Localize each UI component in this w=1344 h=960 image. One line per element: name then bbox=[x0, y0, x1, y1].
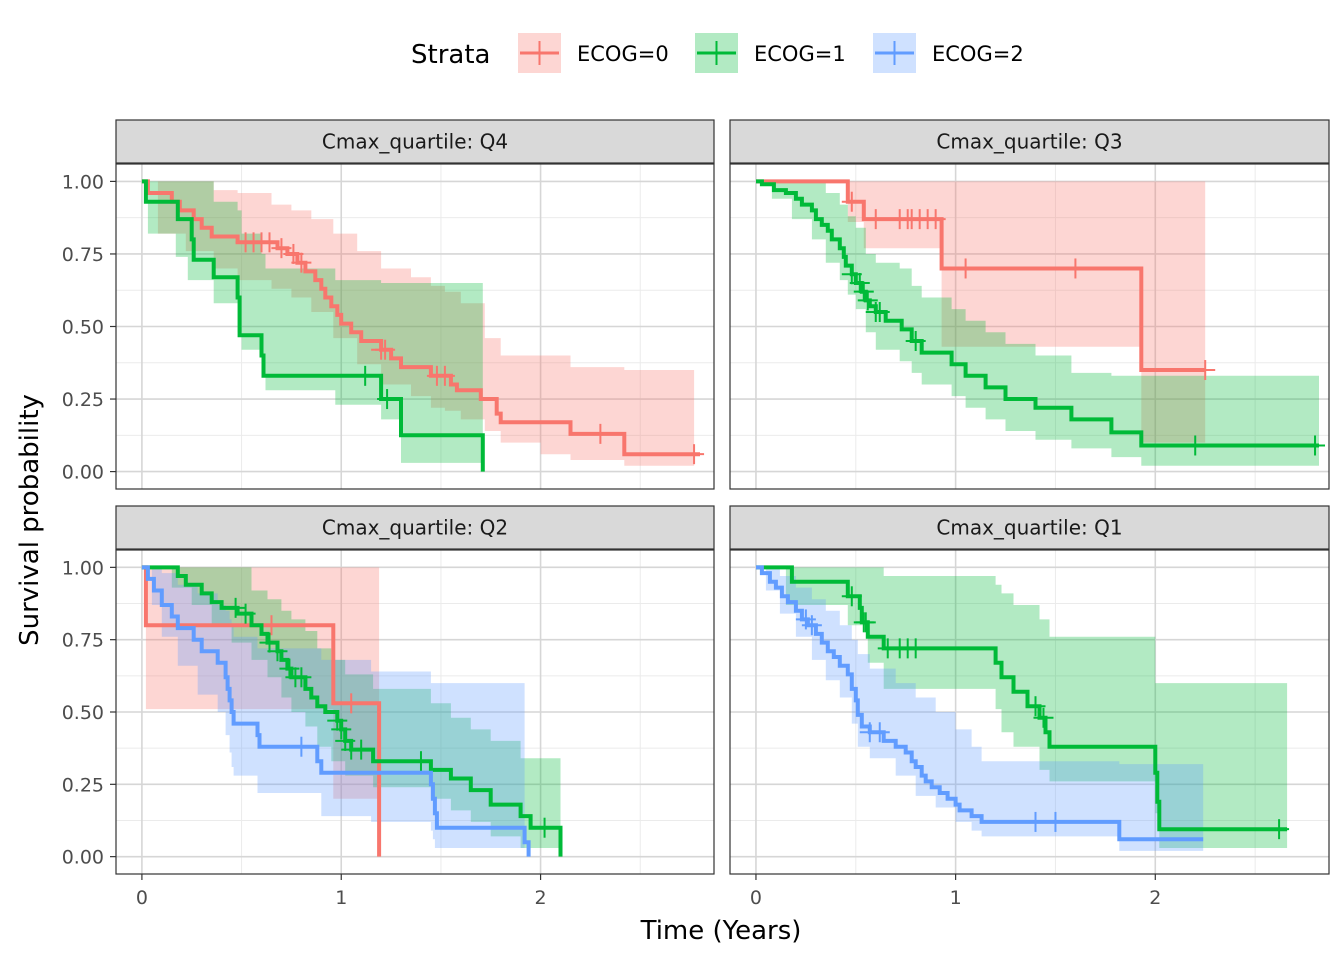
legend-label-ecog2: ECOG=2 bbox=[932, 42, 1024, 66]
panel-4-strip-title: Cmax_quartile: Q1 bbox=[936, 516, 1122, 540]
panel-2-strip bbox=[729, 119, 1330, 164]
panel-1-y-tick-label: 0.25 bbox=[62, 389, 104, 411]
panel-4-band-ecog-1 bbox=[756, 567, 1288, 848]
panel-2-strip-title: Cmax_quartile: Q3 bbox=[936, 130, 1122, 154]
facet-panels: Cmax_quartile: Q40.000.250.500.751.00Cma… bbox=[62, 119, 1330, 909]
panel-3-y-tick-label: 0.00 bbox=[62, 847, 104, 869]
panel-3-y-tick-label: 0.25 bbox=[62, 774, 104, 796]
panel-3-x-tick-label: 1 bbox=[335, 887, 347, 909]
panel-4-x-tick-label: 0 bbox=[750, 887, 762, 909]
panel-2-band-ecog-0 bbox=[756, 181, 1206, 443]
panel-3-strip-title: Cmax_quartile: Q2 bbox=[322, 516, 508, 540]
panel-1-curve-ecog-1 bbox=[141, 179, 485, 472]
panel-1: Cmax_quartile: Q4 0.00 0.25 0.50 0.75 1.00 bbox=[62, 119, 715, 490]
legend-item-ecog0: ECOG=0 bbox=[518, 33, 669, 73]
panel-1-band-ecog-0 bbox=[141, 181, 695, 466]
panel-1-curve-ecog-0 bbox=[141, 179, 700, 457]
legend-title: Strata bbox=[411, 40, 490, 70]
legend-item-ecog2: ECOG=2 bbox=[873, 33, 1024, 73]
panel-4-curve-ecog-2 bbox=[756, 565, 1204, 842]
panel-3-y-tick-label: 0.75 bbox=[62, 630, 104, 652]
legend-item-ecog1: ECOG=1 bbox=[695, 33, 846, 73]
panel-3-x-tick-label: 0 bbox=[136, 887, 148, 909]
legend-label-ecog1: ECOG=1 bbox=[754, 42, 846, 66]
panel-3-y-tick-label: 0.50 bbox=[62, 702, 104, 724]
panel-4-strip bbox=[729, 505, 1330, 550]
panel-3-y-tick-label: 1.00 bbox=[62, 557, 104, 579]
panel-1-y-tick-label: 1.00 bbox=[62, 171, 104, 193]
panel-3: Cmax_quartile: Q2 0.00 0.25 0.50 0.75 1.00 0 1 2 bbox=[62, 505, 715, 909]
panel-2-border bbox=[729, 163, 1330, 490]
panel-1-y-tick-label: 0.75 bbox=[62, 244, 104, 266]
panel-4: Cmax_quartile: Q1 0 1 2 bbox=[729, 505, 1330, 909]
panel-3-curve-ecog-1 bbox=[141, 565, 563, 857]
panel-2-band-ecog-1 bbox=[756, 181, 1319, 466]
panel-1-y-tick-label: 0.50 bbox=[62, 317, 104, 339]
panel-2-curve-ecog-1 bbox=[756, 179, 1319, 448]
panel-1-strip-title: Cmax_quartile: Q4 bbox=[322, 130, 508, 154]
panel-3-strip bbox=[115, 505, 715, 550]
panel-1-band-ecog-1 bbox=[141, 181, 483, 463]
panel-4-x-tick-label: 2 bbox=[1149, 887, 1161, 909]
panel-1-y-tick-label: 0.00 bbox=[62, 462, 104, 484]
legend-label-ecog0: ECOG=0 bbox=[577, 42, 669, 66]
panel-4-band-ecog-2 bbox=[756, 567, 1204, 851]
panel-3-x-tick-label: 2 bbox=[535, 887, 547, 909]
panel-4-border bbox=[729, 549, 1330, 875]
x-axis-label: Time (Years) bbox=[640, 916, 802, 946]
panel-1-strip bbox=[115, 119, 715, 164]
panel-3-curve-ecog-2 bbox=[141, 565, 531, 857]
panel-4-x-tick-label: 1 bbox=[950, 887, 962, 909]
legend: Strata ECOG=0 ECOG=1 ECOG=2 bbox=[411, 33, 1024, 73]
y-axis-label: Survival probability bbox=[15, 394, 45, 646]
panel-4-curve-ecog-1 bbox=[756, 565, 1288, 832]
panel-2: Cmax_quartile: Q3 bbox=[729, 119, 1330, 490]
